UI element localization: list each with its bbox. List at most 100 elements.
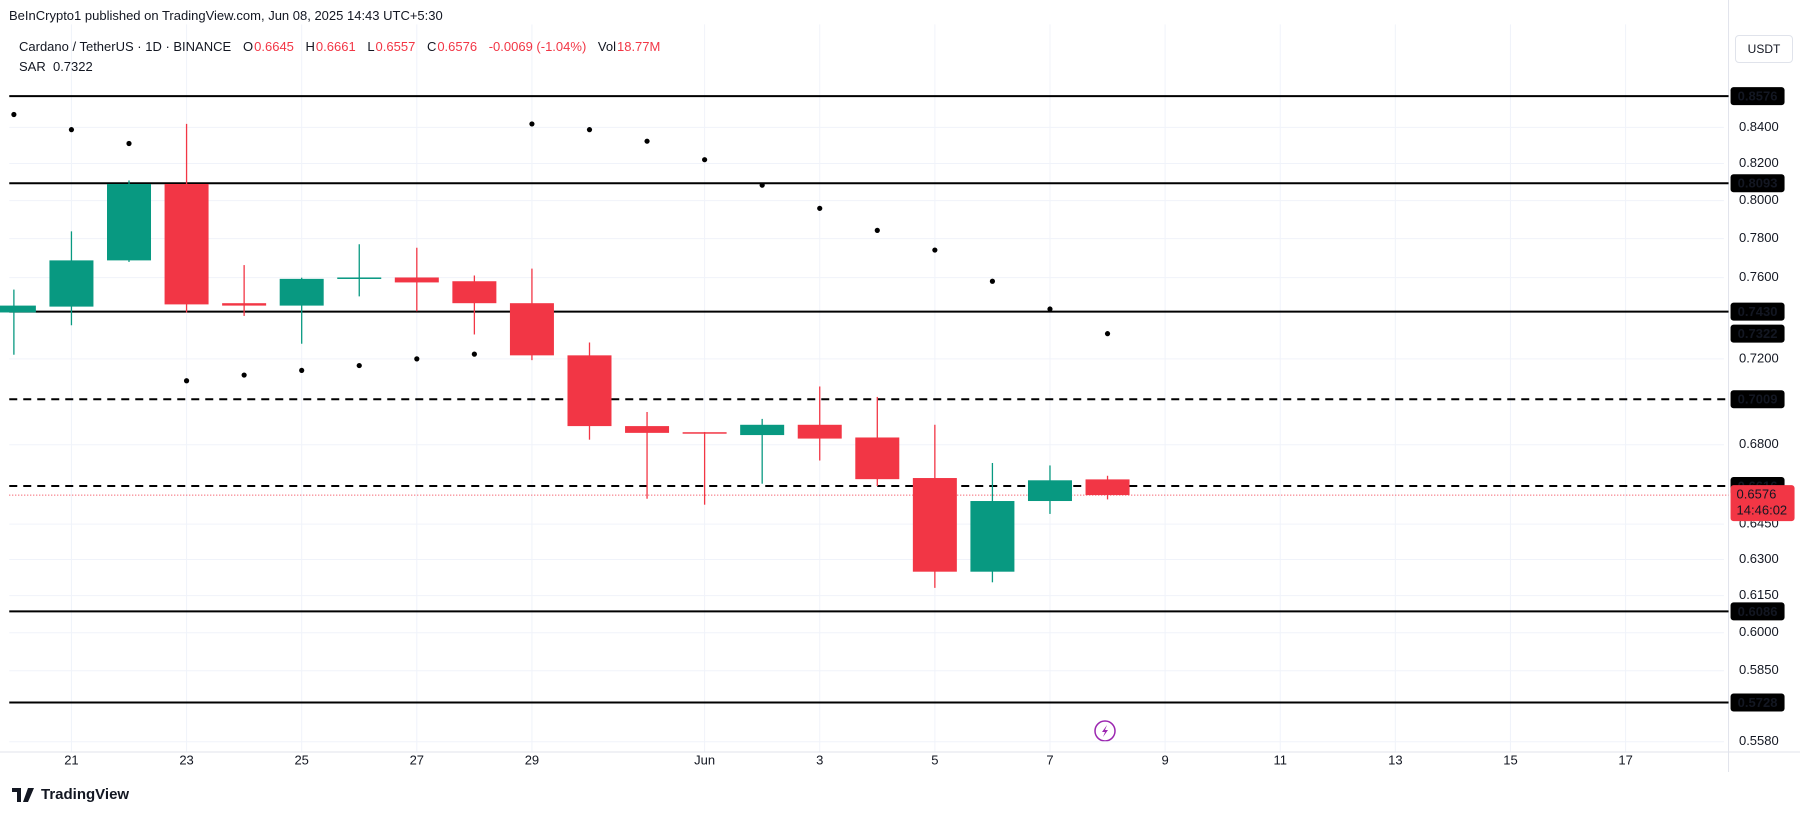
y-tick-label: 0.5580: [1739, 733, 1779, 748]
sar-dot: [586, 127, 593, 133]
sar-dot: [874, 227, 880, 233]
candle-body: [797, 424, 842, 439]
ohlc-letter: H: [305, 39, 315, 54]
legend: Cardano / TetherUS · 1D · BINANCE O0.664…: [19, 39, 668, 54]
candle-body: [625, 426, 670, 433]
sar-dot: [126, 140, 132, 147]
icon-bolt: [1102, 725, 1108, 737]
y-tick-label: 0.6800: [1739, 436, 1779, 451]
x-tick-label: 5: [931, 753, 938, 768]
candle-body: [222, 303, 267, 306]
y-tick-label: 0.5850: [1739, 662, 1779, 677]
level-box: [1730, 602, 1785, 621]
indicator-legend: SAR 0.7322: [19, 59, 93, 74]
candle-body: [279, 278, 324, 306]
level-label: 0.8576: [1738, 89, 1778, 104]
sar-dot: [68, 127, 75, 133]
change: -0.0069 (-1.04%): [488, 39, 587, 54]
sar-dot: [299, 367, 305, 374]
sar-dot: [989, 278, 996, 284]
x-tick-label: 25: [294, 753, 308, 768]
candle-body: [1085, 479, 1130, 496]
volume-label: Vol: [597, 39, 616, 54]
candle-body: [855, 437, 900, 480]
x-tick-label: 23: [179, 753, 193, 768]
level-box: [1730, 87, 1785, 106]
y-tick-label: 0.8200: [1739, 155, 1779, 170]
y-tick-label: 0.7800: [1739, 230, 1779, 245]
y-tick-label: 0.6300: [1739, 551, 1779, 566]
symbol: Cardano / TetherUS · 1D · BINANCE: [19, 39, 232, 54]
sar-dot: [183, 378, 190, 384]
y-tick-label: 0.8000: [1739, 192, 1779, 207]
level-box: [1730, 302, 1785, 321]
ohlc-value: 0.6645: [254, 39, 294, 54]
sar-dot: [932, 247, 938, 253]
ohlc-value: 0.6576: [437, 39, 478, 54]
level-label: 0.7009: [1738, 392, 1778, 407]
x-tick-label: 27: [410, 753, 424, 768]
candle-body: [394, 277, 439, 283]
sar-dot: [1047, 306, 1053, 312]
price-label: 0.6576: [1737, 487, 1777, 502]
x-tick-label: 15: [1503, 753, 1517, 768]
sar-dot: [759, 182, 765, 188]
sar-dot: [644, 138, 650, 144]
level-box: [1730, 174, 1785, 193]
sar-dot: [356, 362, 362, 369]
y-tick-label: 0.6150: [1739, 587, 1779, 602]
candle-body: [740, 424, 785, 436]
candles: [0, 111, 1130, 588]
level-box: [1730, 693, 1785, 712]
sar-dot: [11, 111, 17, 118]
sar-dot: [414, 356, 420, 362]
x-tick-label: Jun: [694, 753, 715, 768]
x-tick-label: 17: [1618, 753, 1632, 768]
y-tick-label: 0.7200: [1739, 350, 1779, 365]
level-label: 0.7430: [1738, 304, 1778, 319]
x-tick-label: 3: [816, 753, 823, 768]
candle-body: [567, 355, 612, 427]
brand: TradingView: [41, 786, 130, 803]
indicator-name: SAR: [19, 59, 46, 74]
candle-body: [164, 184, 209, 305]
candle-body: [682, 432, 727, 434]
y-tick-label: 0.8400: [1739, 119, 1779, 134]
sar-dot: [529, 121, 535, 127]
alert-icon: [1094, 720, 1116, 742]
logo: [12, 787, 34, 802]
currency-button[interactable]: USDT: [1735, 35, 1793, 63]
candle-body: [0, 305, 36, 313]
ohlc-value: 0.6661: [315, 39, 356, 54]
sar-dot: [1104, 331, 1111, 337]
publisher-line: BeInCrypto1 published on TradingView.com…: [9, 8, 443, 23]
x-tick-label: 9: [1161, 753, 1168, 768]
y-tick-label: 0.6000: [1739, 624, 1779, 639]
icon-circle: [1094, 720, 1116, 742]
axis-labels: 0.85760.80930.74300.70090.66160.60860.57…: [1730, 87, 1795, 712]
ohlc-letter: L: [367, 39, 375, 54]
indicator-label: 0.7322: [1738, 326, 1778, 341]
grid: [9, 24, 1724, 753]
ohlc-letter: C: [426, 39, 437, 54]
candle-body: [509, 303, 554, 356]
x-tick-label: 21: [64, 753, 78, 768]
ohlc-letter: O: [243, 39, 254, 54]
indicator-value: 0.7322: [52, 59, 93, 74]
sar-dot: [817, 205, 823, 211]
sar-dot: [702, 157, 708, 163]
countdown: 14:46:02: [1737, 503, 1788, 518]
candle-body: [1027, 480, 1072, 502]
indicator-box: [1730, 324, 1785, 343]
level-box: [1730, 390, 1785, 409]
candle-body: [912, 478, 957, 572]
price-box: [1730, 485, 1795, 522]
level-label: 0.8093: [1738, 176, 1778, 191]
candle-body: [107, 184, 152, 261]
level-label: 0.5728: [1738, 695, 1778, 710]
candle-body: [49, 260, 94, 307]
x-tick-label: 13: [1388, 753, 1402, 768]
footer: TradingView: [12, 786, 129, 803]
